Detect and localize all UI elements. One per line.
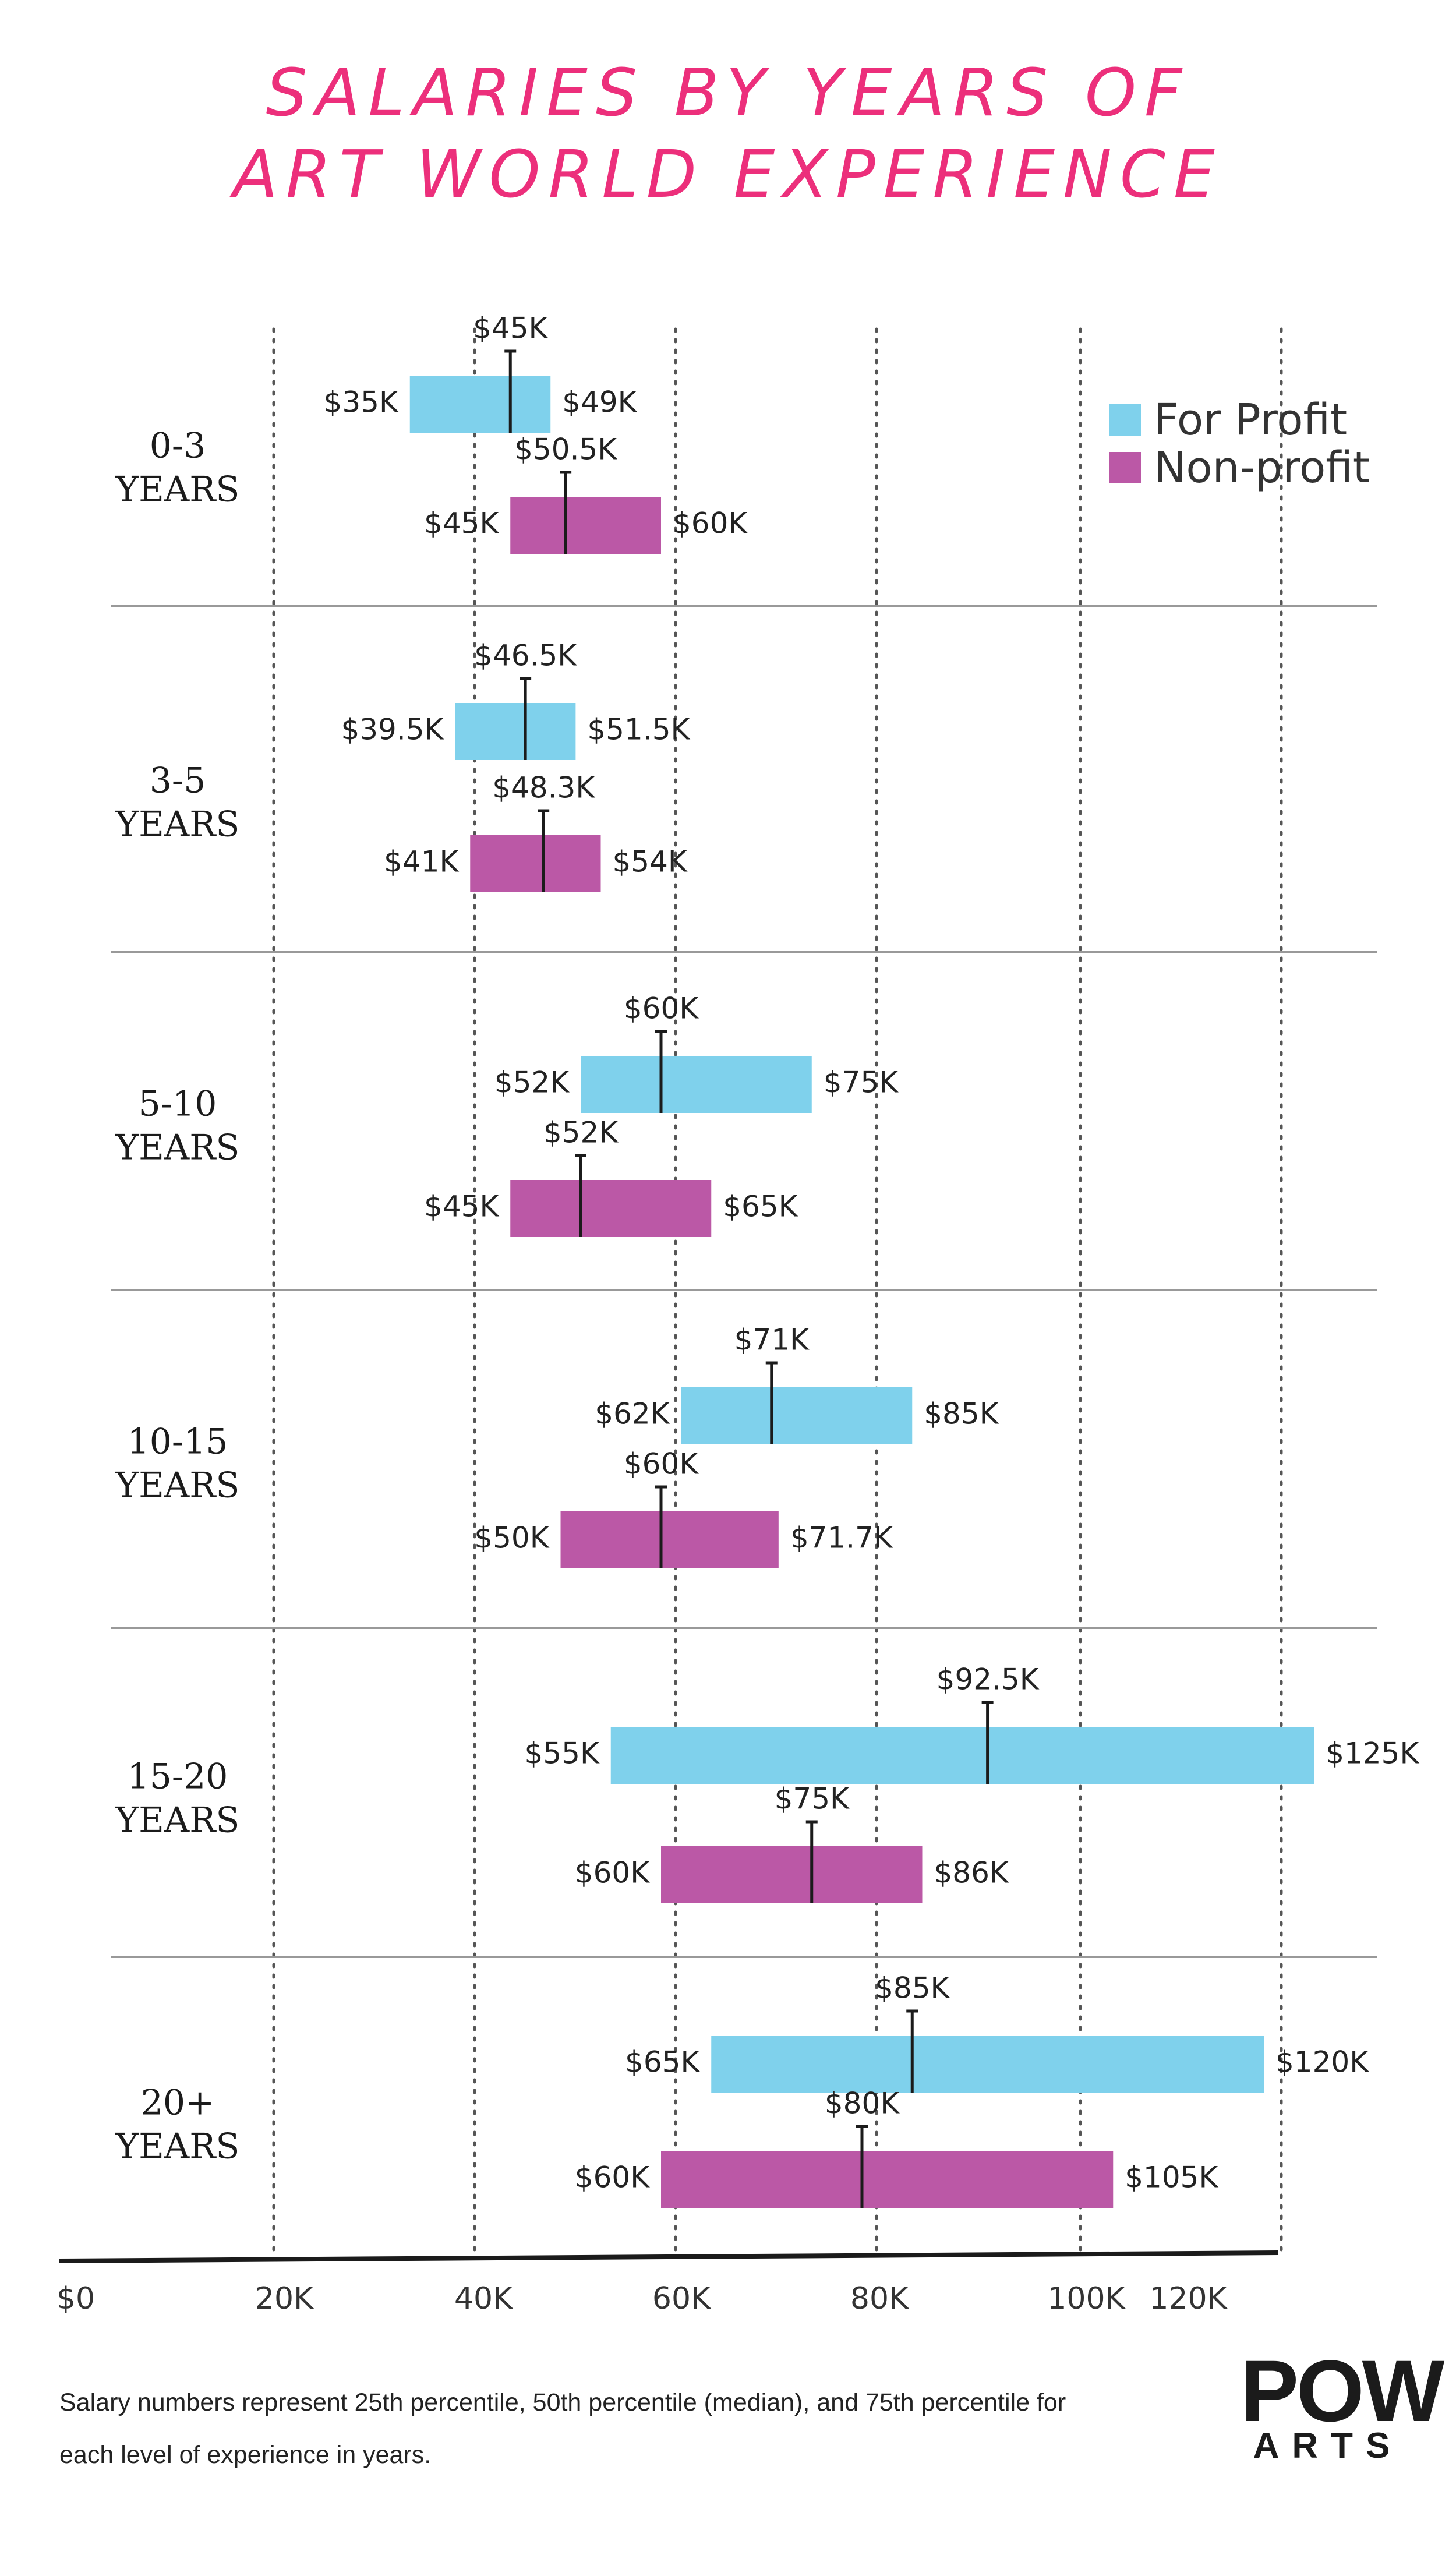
logo-line-2: ARTS (1253, 2426, 1403, 2466)
group-5-for-profit-p75-label: $120K (1275, 2045, 1369, 2079)
group-label-3-line-1: 10-15 (128, 1422, 228, 1462)
legend-item-non-profit: Non-profit (1109, 443, 1370, 493)
group-1-for-profit-p25-label: $39.5K (341, 713, 444, 747)
group-3-for-profit-bar (681, 1387, 913, 1444)
group-label-2-line-2: YEARS (115, 1128, 239, 1168)
group-5-non-profit-p25-label: $60K (575, 2161, 650, 2195)
x-tick-label-20: 20K (255, 2281, 314, 2316)
legend-swatch-for-profit (1109, 404, 1141, 436)
group-2-for-profit-p25-label: $52K (494, 1066, 570, 1100)
group-2-for-profit-p75-label: $75K (824, 1066, 899, 1100)
group-0-for-profit-median-label: $45K (473, 312, 548, 345)
group-3-for-profit-p75-label: $85K (924, 1397, 999, 1431)
group-0-for-profit-p25-label: $35K (324, 386, 399, 419)
x-tick-label-0: $0 (56, 2281, 95, 2316)
group-1-non-profit-p75-label: $54K (613, 845, 688, 879)
chart-title-line-2: ART WORLD EXPERIENCE (233, 137, 1223, 213)
group-label-5-line-1: 20+ (141, 2083, 215, 2123)
group-5-for-profit-bar (711, 2036, 1264, 2093)
group-label-3-line-2: YEARS (115, 1465, 239, 1506)
group-3-non-profit-p25-label: $50K (474, 1521, 549, 1555)
group-2-non-profit-p75-label: $65K (723, 1190, 798, 1224)
group-2-non-profit-p25-label: $45K (424, 1190, 499, 1224)
group-5-non-profit-median-label: $80K (825, 2087, 900, 2121)
group-1-non-profit-bar (470, 835, 601, 892)
group-label-0-line-2: YEARS (115, 469, 239, 510)
legend-label-for-profit: For Profit (1154, 395, 1348, 445)
group-0-for-profit-bar (409, 376, 551, 433)
group-1-for-profit-p75-label: $51.5K (587, 713, 690, 747)
group-0-non-profit-median-label: $50.5K (514, 433, 617, 467)
group-3-non-profit-bar (560, 1511, 779, 1568)
pow-arts-logo: POW ARTS (1241, 2342, 1444, 2466)
group-3-for-profit-p25-label: $62K (595, 1397, 670, 1431)
group-4-for-profit-p75-label: $125K (1326, 1737, 1419, 1771)
x-tick-label-80: 80K (850, 2281, 910, 2316)
group-4-non-profit-p75-label: $86K (934, 1856, 1009, 1890)
group-0-non-profit-p75-label: $60K (673, 507, 748, 540)
group-4-for-profit-p25-label: $55K (525, 1737, 600, 1771)
group-label-4-line-1: 15-20 (128, 1757, 228, 1797)
group-0-for-profit-p75-label: $49K (562, 386, 637, 419)
group-1-non-profit-median-label: $48.3K (492, 771, 595, 805)
group-2-non-profit-median-label: $52K (543, 1116, 619, 1150)
group-4-non-profit-bar (661, 1846, 923, 1903)
group-1-non-profit-p25-label: $41K (384, 845, 459, 879)
footnote: Salary numbers represent 25th percentile… (59, 2388, 1066, 2469)
group-4-for-profit-bar (610, 1727, 1314, 1784)
legend: For Profit Non-profit (1109, 395, 1370, 493)
group-label-0-line-1: 0-3 (150, 426, 206, 467)
group-label-2-line-1: 5-10 (139, 1084, 217, 1125)
group-4-non-profit-p25-label: $60K (575, 1856, 650, 1890)
group-0-non-profit-p25-label: $45K (424, 507, 499, 540)
group-label-1-line-1: 3-5 (150, 761, 206, 801)
group-0-non-profit-bar (510, 497, 661, 554)
group-2-non-profit-bar (510, 1180, 712, 1237)
group-3-non-profit-median-label: $60K (624, 1447, 699, 1481)
chart-title-line-1: SALARIES BY YEARS OF (266, 55, 1190, 131)
x-tick-label-40: 40K (454, 2281, 514, 2316)
group-label-1-line-2: YEARS (115, 804, 239, 845)
group-label-5-line-2: YEARS (115, 2126, 239, 2167)
group-1-for-profit-bar (455, 703, 576, 760)
group-3-non-profit-p75-label: $71.7K (790, 1521, 893, 1555)
group-2-for-profit-median-label: $60K (624, 992, 699, 1026)
group-3-for-profit-median-label: $71K (734, 1323, 810, 1357)
x-axis-line (59, 2250, 1279, 2263)
x-tick-label-100: 100K (1047, 2281, 1126, 2316)
legend-swatch-non-profit (1109, 452, 1141, 483)
group-5-non-profit-p75-label: $105K (1125, 2161, 1218, 2195)
legend-label-non-profit: Non-profit (1154, 443, 1370, 493)
x-tick-label-120: 120K (1149, 2281, 1228, 2316)
logo-line-1: POW (1241, 2342, 1444, 2440)
group-2-for-profit-bar (581, 1056, 812, 1113)
group-5-for-profit-median-label: $85K (875, 1971, 950, 2005)
group-4-for-profit-median-label: $92.5K (936, 1663, 1040, 1697)
group-5-for-profit-p25-label: $65K (625, 2045, 700, 2079)
x-tick-label-60: 60K (652, 2281, 712, 2316)
group-5-non-profit-bar (661, 2151, 1114, 2208)
group-4-non-profit-median-label: $75K (775, 1782, 850, 1816)
group-1-for-profit-median-label: $46.5K (474, 639, 577, 673)
legend-item-for-profit: For Profit (1109, 395, 1370, 445)
group-label-4-line-2: YEARS (115, 1800, 239, 1841)
